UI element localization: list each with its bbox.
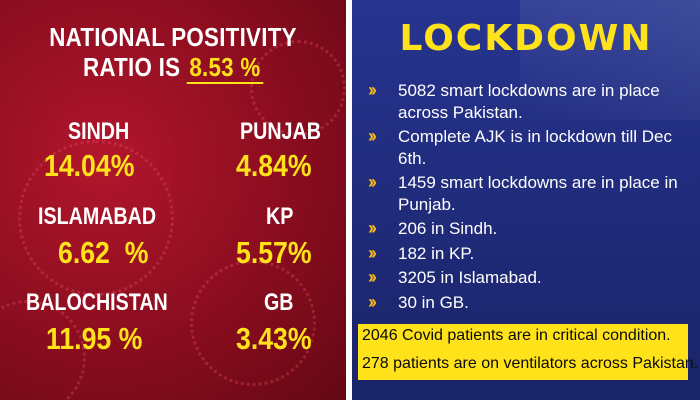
region-value-gb: 3.43%: [236, 321, 312, 356]
critical-stats-box: [358, 324, 688, 380]
double-chevron-right-icon: ››: [368, 172, 377, 192]
list-item-text: Complete AJK is in lockdown till Dec 6th…: [398, 127, 673, 168]
list-item-text: 3205 in Islamabad.: [398, 268, 542, 287]
list-item-text: 182 in KP.: [398, 243, 475, 263]
list-item-text: 5082 smart lockdowns are in place across…: [398, 81, 660, 122]
region-name-balochistan: BALOCHISTAN: [26, 289, 168, 316]
list-item: ›› 206 in Sindh.: [368, 218, 696, 240]
region-value-balochistan: 11.95 %: [46, 321, 143, 356]
virus-icon: [190, 260, 316, 386]
region-name-punjab: PUNJAB: [240, 118, 321, 145]
region-name-sindh: SINDH: [68, 118, 130, 145]
virus-icon: [250, 40, 346, 136]
double-chevron-right-icon: ››: [368, 80, 377, 100]
region-name-gb: GB: [264, 289, 294, 316]
list-item-text: 30 in GB.: [398, 292, 469, 312]
positivity-title-line1: NATIONAL POSITIVITY: [49, 22, 297, 52]
positivity-title-line2: RATIO IS 8.53 %: [24, 52, 322, 84]
list-item: ›› 30 in GB.: [368, 292, 696, 314]
list-item-text: 1459 smart lockdowns are in place in Pun…: [398, 173, 678, 214]
positivity-title-prefix: RATIO IS: [82, 52, 181, 82]
double-chevron-right-icon: ››: [368, 126, 377, 146]
list-item-text: 206 in Sindh.: [398, 219, 498, 238]
ventilator-patients-text: 278 patients are on ventilators across P…: [362, 355, 699, 372]
region-value-sindh: 14.04%: [44, 148, 135, 183]
double-chevron-right-icon: ››: [368, 267, 377, 287]
background-photo: [520, 0, 700, 120]
region-name-kp: KP: [266, 203, 294, 230]
list-item: ›› 1459 smart lockdowns are in place in P…: [368, 172, 696, 215]
list-item: ›› 182 in KP.: [368, 243, 696, 265]
lockdown-panel: LOCKDOWN ›› 5082 smart lockdowns are in p…: [352, 0, 700, 400]
double-chevron-right-icon: ››: [368, 218, 377, 238]
double-chevron-right-icon: ››: [368, 291, 377, 312]
list-item: ›› 3205 in Islamabad.: [368, 267, 696, 289]
region-name-islamabad: ISLAMABAD: [38, 203, 157, 230]
virus-icon: [18, 140, 174, 296]
critical-patients-text: 2046 Covid patients are in critical cond…: [362, 327, 671, 344]
national-ratio-value: 8.53 %: [186, 52, 264, 84]
virus-icon: [0, 300, 86, 400]
list-item: ›› Complete AJK is in lockdown till Dec 6…: [368, 126, 696, 169]
region-value-punjab: 4.84%: [236, 148, 312, 183]
region-value-islamabad: 6.62 %: [58, 235, 149, 270]
lockdown-title: LOCKDOWN: [399, 18, 653, 59]
double-chevron-right-icon: ››: [368, 242, 377, 263]
list-item: ›› 5082 smart lockdowns are in place acro…: [368, 80, 696, 123]
region-value-kp: 5.57%: [236, 235, 312, 270]
positivity-panel: NATIONAL POSITIVITY RATIO IS 8.53 % SIND…: [0, 0, 346, 400]
lockdown-list: ›› 5082 smart lockdowns are in place acro…: [368, 80, 696, 316]
